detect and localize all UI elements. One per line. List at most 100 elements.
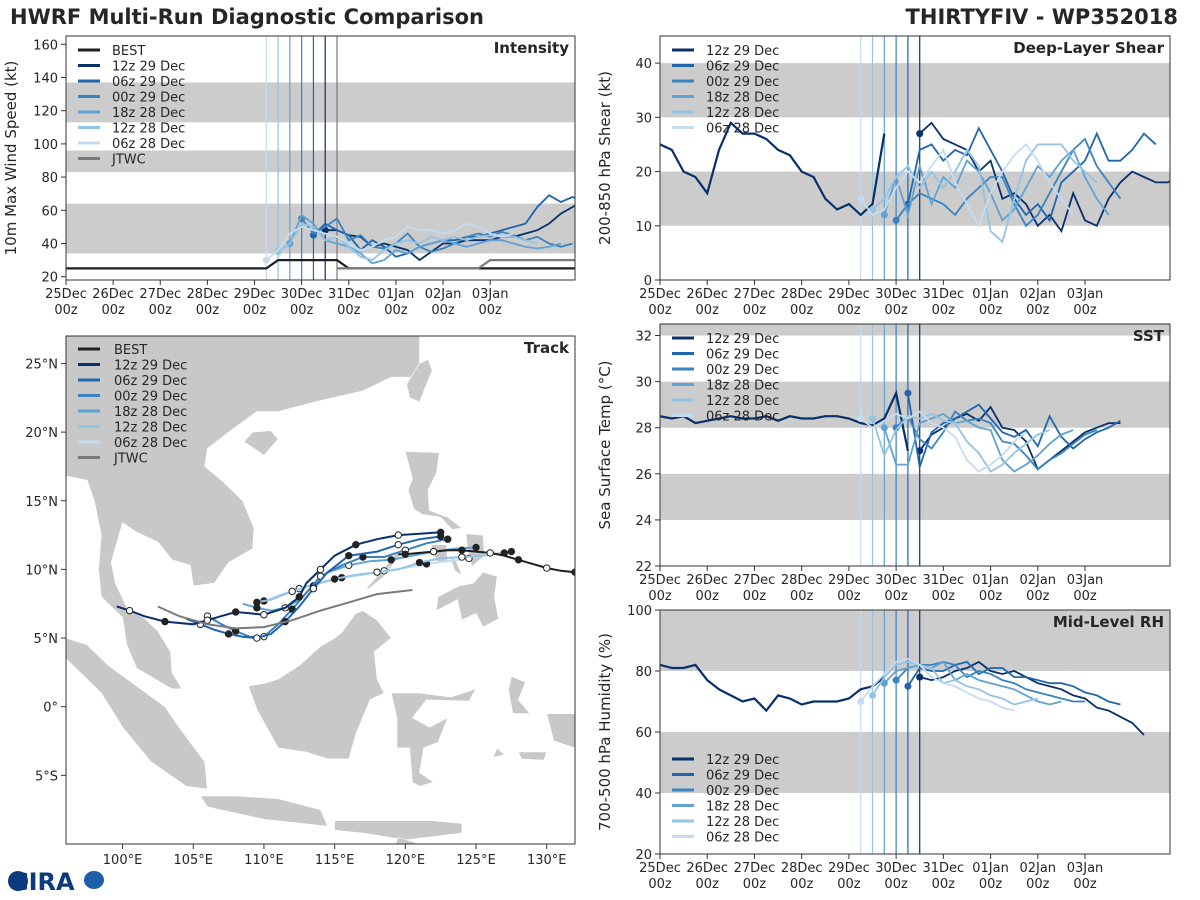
series-line-BEST — [660, 389, 909, 452]
x-tick-label: 25Dec — [639, 573, 681, 588]
plot-area — [660, 610, 1170, 854]
x-tick-label: 27Dec — [734, 573, 776, 588]
track-point — [543, 564, 551, 572]
init-marker — [892, 424, 900, 432]
y-tick-label: 120 — [33, 105, 58, 120]
land-mass — [517, 751, 548, 761]
lon-tick-label: 105°E — [173, 853, 213, 868]
y-tick-label: 100 — [33, 138, 58, 153]
track-point — [260, 611, 268, 619]
track-point — [125, 606, 134, 615]
track-point — [436, 528, 445, 537]
map-frame — [65, 335, 576, 845]
x-tick-label: 01Jan — [972, 573, 1009, 588]
x-tick-label: 00z — [431, 303, 455, 318]
x-tick-label: 31Dec — [922, 861, 964, 876]
x-tick-label: 00z — [837, 303, 861, 318]
x-tick-label: 00z — [1073, 589, 1097, 604]
shear-panel: 01020304025Dec00z26Dec00z27Dec00z28Dec00… — [596, 35, 1171, 318]
legend-label: BEST — [114, 343, 147, 358]
plot-area — [66, 36, 575, 280]
track-point — [415, 558, 424, 567]
shaded-band — [660, 63, 1170, 118]
y-axis-label: Sea Surface Temp (°C) — [596, 360, 614, 529]
land-mass — [390, 688, 477, 787]
x-tick-label: 00z — [837, 589, 861, 604]
x-tick-label: 00z — [743, 303, 767, 318]
track-point — [458, 553, 466, 561]
track-point — [444, 535, 452, 543]
legend-label: 06z 28 Dec — [706, 831, 779, 846]
series-line-JTWC — [337, 259, 575, 270]
x-tick-label: 00z — [884, 589, 908, 604]
logo-text: CIRA — [11, 868, 75, 896]
x-tick-label: 31Dec — [922, 287, 964, 302]
x-tick-label: 00z — [337, 303, 361, 318]
y-tick-label: 10 — [635, 220, 652, 235]
x-tick-label: 31Dec — [922, 573, 964, 588]
x-tick-label: 00z — [1026, 303, 1050, 318]
series-line-BEST — [660, 663, 885, 713]
track-point — [288, 587, 296, 596]
track-point — [352, 540, 360, 549]
x-tick-label: 25Dec — [45, 287, 87, 302]
legend-label: 12z 29 Dec — [114, 359, 187, 374]
x-tick-label: 30Dec — [875, 861, 917, 876]
lat-tick-label: 5°S — [35, 769, 58, 784]
y-tick-label: 160 — [33, 38, 58, 53]
plot-area — [660, 36, 1170, 280]
legend-label: 06z 29 Dec — [706, 769, 779, 784]
x-tick-label: 00z — [648, 877, 672, 892]
panel-title: Intensity — [494, 39, 570, 57]
x-tick-label: 00z — [932, 589, 956, 604]
init-marker — [857, 195, 865, 203]
track-point — [161, 617, 169, 626]
x-tick-label: 26Dec — [686, 287, 728, 302]
intensity-panel: 2040608010012014016025Dec00z26Dec00z27De… — [2, 35, 576, 318]
init-marker — [916, 130, 924, 138]
y-tick-label: 140 — [33, 71, 58, 86]
x-tick-label: 03Jan — [472, 287, 509, 302]
init-marker — [880, 211, 888, 219]
series-line-06z-28-Dec — [860, 410, 1027, 473]
series-line-06z-29-Dec — [907, 392, 1121, 468]
track-point — [486, 549, 494, 557]
lat-tick-label: 0° — [43, 701, 58, 716]
land-mass — [448, 554, 463, 576]
shaded-band — [66, 150, 575, 173]
track-point — [514, 556, 523, 564]
y-tick-label: 24 — [635, 514, 652, 529]
x-tick-label: 00z — [384, 303, 408, 318]
y-tick-label: 22 — [635, 560, 652, 575]
y-tick-label: 40 — [635, 787, 652, 802]
series-line-18z-28-Dec — [883, 660, 1062, 706]
x-tick-label: 00z — [743, 877, 767, 892]
x-tick-label: 00z — [932, 303, 956, 318]
shaded-band — [660, 381, 1170, 428]
x-tick-label: 26Dec — [92, 287, 134, 302]
x-tick-label: 00z — [478, 303, 502, 318]
track-point — [203, 616, 212, 624]
lon-tick-label: 130°E — [527, 853, 567, 868]
x-tick-label: 30Dec — [281, 287, 323, 302]
series-line-12z-29-Dec — [919, 660, 1145, 736]
legend-label: 12z 28 Dec — [706, 394, 779, 409]
track-line-12z-29-Dec — [116, 531, 441, 626]
legend-label: 06z 28 Dec — [706, 122, 779, 137]
init-marker — [916, 673, 924, 681]
x-tick-label: 31Dec — [328, 287, 370, 302]
track-point — [316, 565, 325, 574]
lon-tick-label: 120°E — [386, 853, 426, 868]
y-tick-label: 80 — [41, 171, 58, 186]
shaded-band — [660, 473, 1170, 520]
series-line-06z-29-Dec — [907, 126, 1157, 223]
track-point — [295, 593, 303, 601]
x-tick-label: 00z — [696, 877, 720, 892]
map-area — [66, 336, 575, 844]
track-panel: 25°N 20°N 15°N 10°N 5°N 0° 5°S 100°E 105°E 110°E 1… — [25, 335, 576, 868]
shaded-band — [66, 82, 575, 123]
track-point — [401, 550, 410, 559]
land-mass — [247, 610, 392, 760]
land-mass — [404, 450, 463, 530]
legend-label: 06z 29 Dec — [706, 348, 779, 363]
